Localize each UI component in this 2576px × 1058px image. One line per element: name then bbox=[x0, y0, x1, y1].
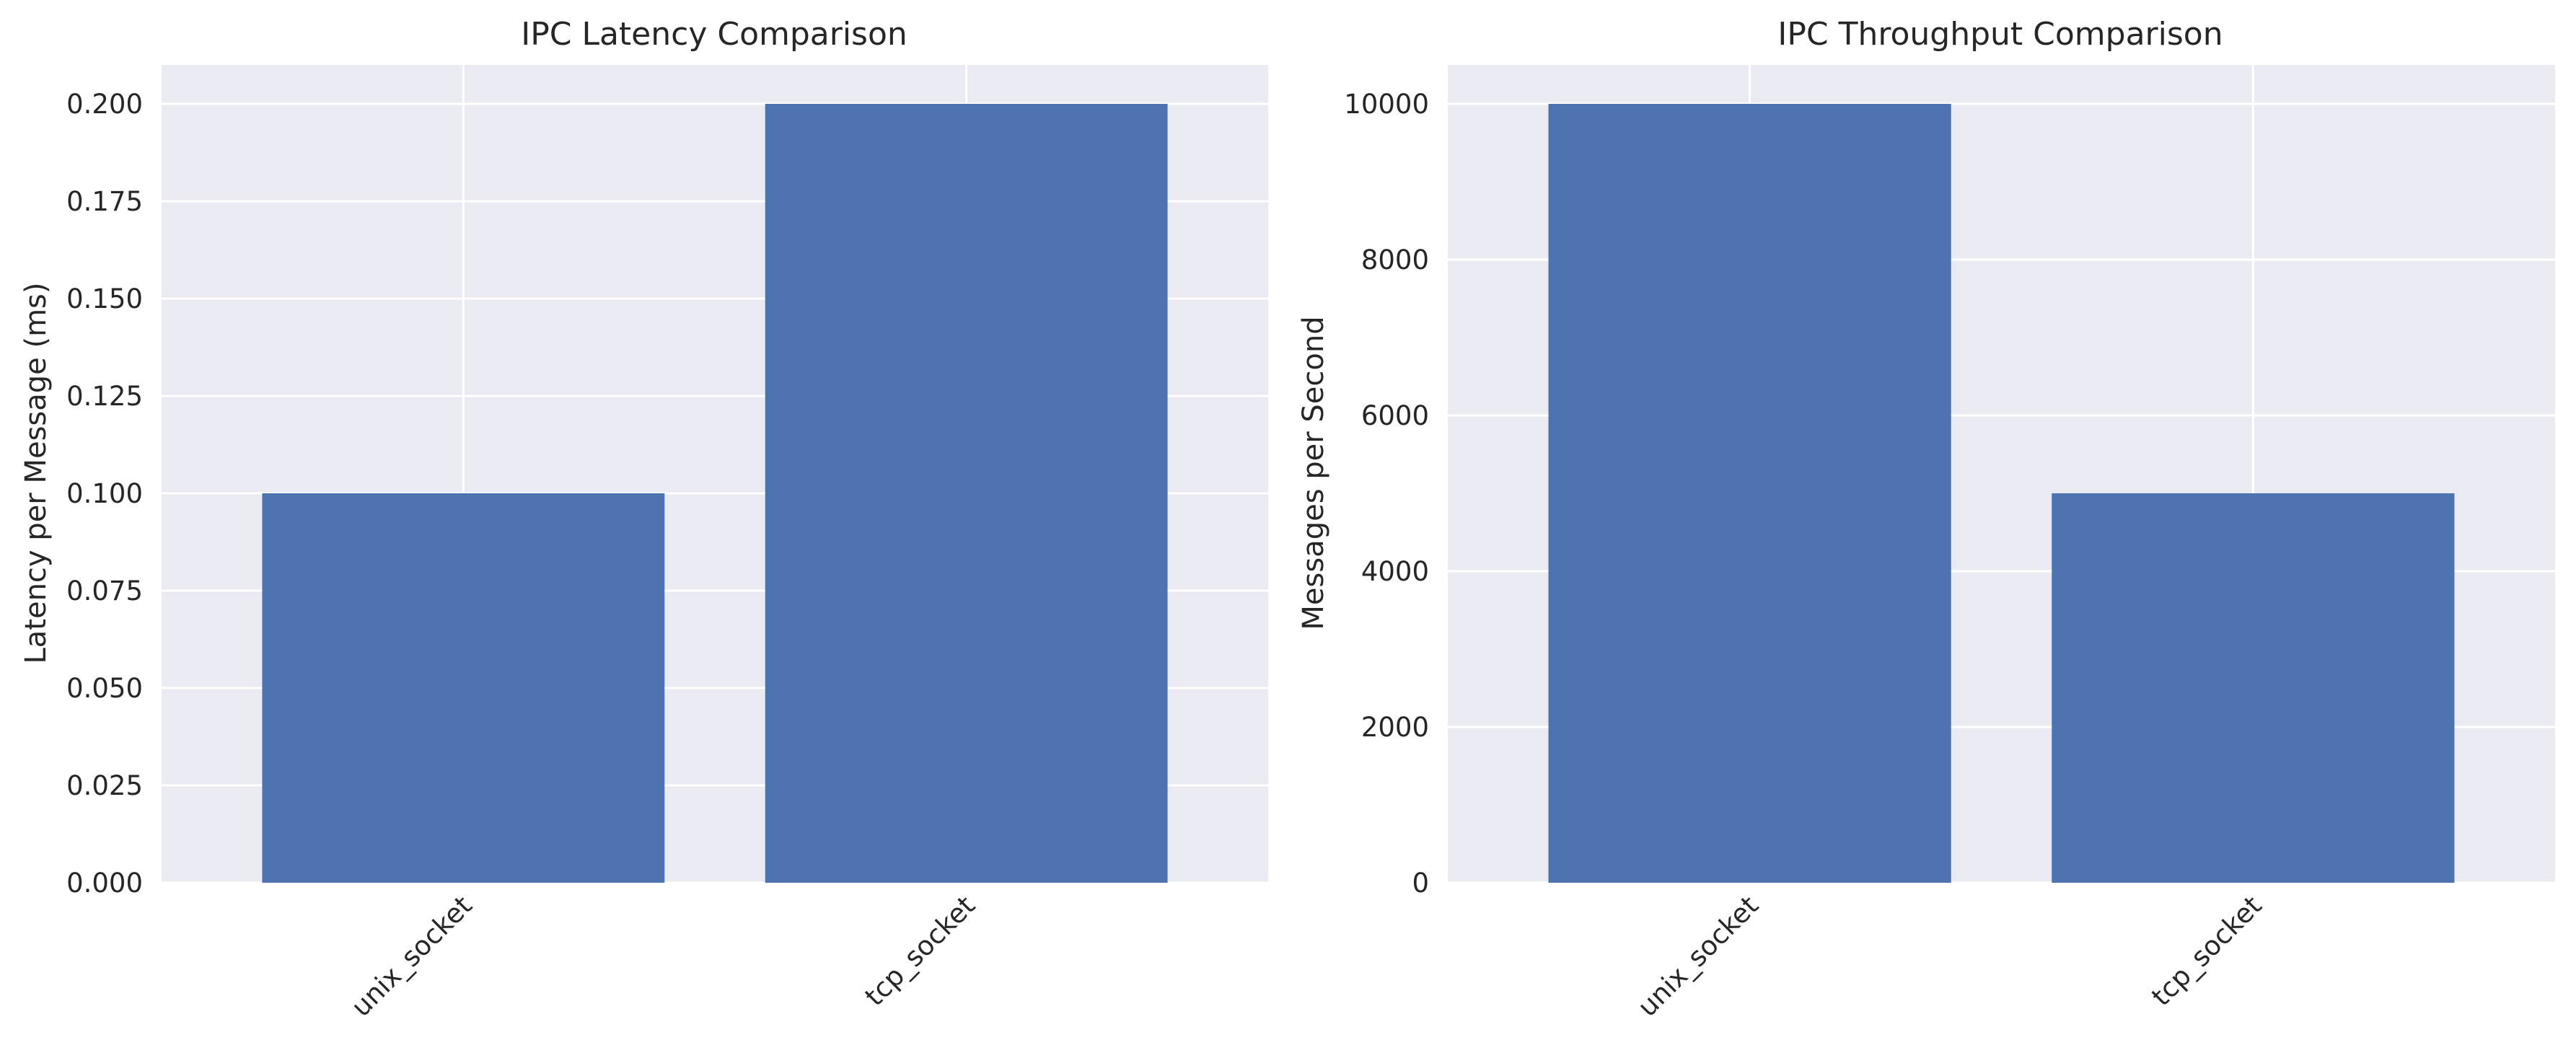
plot-layer: 0 2000 4000 6000 8000 10000 unix_socket tcp_soc… bbox=[1344, 65, 2555, 1023]
y-tick-label: 0.125 bbox=[66, 381, 143, 412]
bar-tcp_socket bbox=[2052, 493, 2455, 883]
chart-title: IPC Throughput Comparison bbox=[1777, 16, 2223, 53]
y-axis-label: Latency per Message (ms) bbox=[19, 282, 53, 664]
y-tick-label: 6000 bbox=[1361, 400, 1429, 431]
y-tick-label: 0 bbox=[1412, 868, 1429, 899]
throughput-chart: 0 2000 4000 6000 8000 10000 unix_socket tcp_soc… bbox=[1297, 16, 2555, 1023]
y-tick-label: 0.000 bbox=[66, 868, 143, 899]
y-axis-label: Messages per Second bbox=[1297, 316, 1330, 630]
chart-title: IPC Latency Comparison bbox=[521, 16, 907, 53]
y-tick-label: 0.075 bbox=[66, 576, 143, 607]
y-tick-label: 8000 bbox=[1361, 244, 1429, 275]
latency-chart: 0.000 0.025 0.050 0.075 0.100 0.125 0.150 0.175… bbox=[19, 16, 1268, 1023]
y-tick-label: 0.175 bbox=[66, 186, 143, 217]
y-tick-label: 0.150 bbox=[66, 283, 143, 314]
bar-unix_socket bbox=[1548, 104, 1951, 883]
plot-layer: 0.000 0.025 0.050 0.075 0.100 0.125 0.150 0.175… bbox=[66, 65, 1268, 1023]
y-tick-label: 0.025 bbox=[66, 770, 143, 801]
x-tick-label: unix_socket bbox=[1632, 890, 1764, 1023]
x-tick-label: tcp_socket bbox=[859, 890, 981, 1012]
y-tick-label: 4000 bbox=[1361, 556, 1429, 587]
x-tick-label: tcp_socket bbox=[2145, 890, 2267, 1012]
bar-tcp_socket bbox=[765, 104, 1168, 883]
x-tick-label: unix_socket bbox=[346, 890, 478, 1023]
y-tick-label: 0.200 bbox=[66, 89, 143, 120]
bar-unix_socket bbox=[262, 493, 665, 883]
y-tick-label: 10000 bbox=[1344, 89, 1429, 120]
y-tick-label: 0.050 bbox=[66, 673, 143, 704]
y-tick-label: 0.100 bbox=[66, 478, 143, 509]
y-tick-label: 2000 bbox=[1361, 712, 1429, 743]
